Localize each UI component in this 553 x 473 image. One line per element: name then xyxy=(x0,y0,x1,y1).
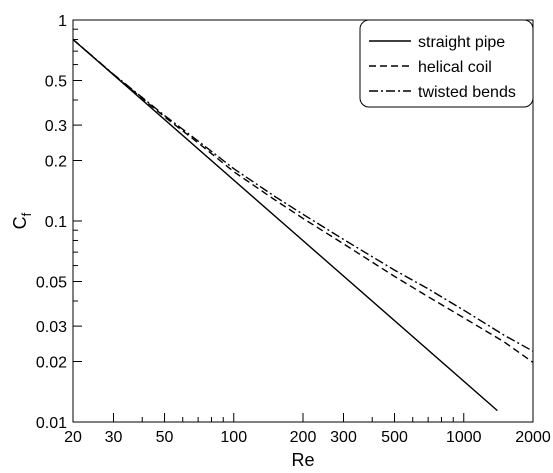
y-tick-label: 0.03 xyxy=(36,319,67,336)
x-tick-label: 20 xyxy=(64,429,82,446)
y-tick-label: 0.5 xyxy=(45,74,67,91)
x-tick-label: 30 xyxy=(105,429,123,446)
legend-box xyxy=(359,19,534,108)
y-tick-label: 0.2 xyxy=(45,153,67,170)
y-axis-title-main: C xyxy=(10,216,30,229)
series-lines xyxy=(72,38,534,412)
x-tick-label: 100 xyxy=(220,429,247,446)
legend-label: straight pipe xyxy=(418,34,505,51)
y-tick-label: 0.3 xyxy=(45,118,67,135)
x-tick-label: 50 xyxy=(156,429,174,446)
series-line-3 xyxy=(72,38,534,352)
y-axis-title-subscript: f xyxy=(19,212,34,216)
y-tick-label: 1 xyxy=(58,13,67,30)
x-tick-label: 2000 xyxy=(515,429,551,446)
x-tick-label: 300 xyxy=(330,429,357,446)
y-tick-label: 0.02 xyxy=(36,354,67,371)
x-axis-title: Re xyxy=(291,450,314,470)
ticks: 20 30 50 100 200 300 500 1000 2000 0.01 0.02 0.03 0.… xyxy=(36,13,551,446)
y-axis-title: Cf xyxy=(10,212,34,229)
x-tick-label: 500 xyxy=(381,429,408,446)
x-tick-label: 1000 xyxy=(446,429,482,446)
legend: straight pipe helical coil twisted bends xyxy=(359,19,534,108)
svg-text:Cf: Cf xyxy=(10,212,34,229)
x-tick-label: 200 xyxy=(290,429,317,446)
series-line-1 xyxy=(72,38,498,412)
legend-label: twisted bends xyxy=(418,84,516,101)
y-tick-label: 0.01 xyxy=(36,415,67,432)
series-line-2 xyxy=(72,38,534,363)
y-tick-label: 0.1 xyxy=(45,214,67,231)
y-tick-label: 0.05 xyxy=(36,275,67,292)
legend-label: helical coil xyxy=(418,59,492,76)
